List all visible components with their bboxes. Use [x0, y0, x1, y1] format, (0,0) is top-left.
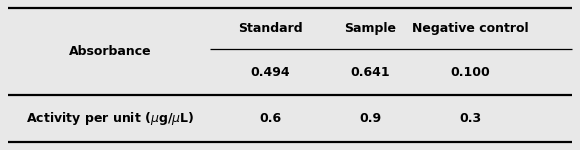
Text: 0.641: 0.641 — [350, 66, 390, 78]
Text: 0.9: 0.9 — [359, 112, 381, 125]
Text: 0.494: 0.494 — [250, 66, 290, 78]
Text: Absorbance: Absorbance — [68, 45, 151, 58]
Text: 0.100: 0.100 — [450, 66, 490, 78]
Text: 0.3: 0.3 — [459, 112, 481, 125]
Text: Activity per unit ($\mathit{\mu}$g/$\mathit{\mu}$L): Activity per unit ($\mathit{\mu}$g/$\mat… — [26, 110, 194, 127]
Text: Standard: Standard — [238, 22, 302, 35]
Text: 0.6: 0.6 — [259, 112, 281, 125]
Text: Negative control: Negative control — [412, 22, 528, 35]
Text: Sample: Sample — [344, 22, 396, 35]
